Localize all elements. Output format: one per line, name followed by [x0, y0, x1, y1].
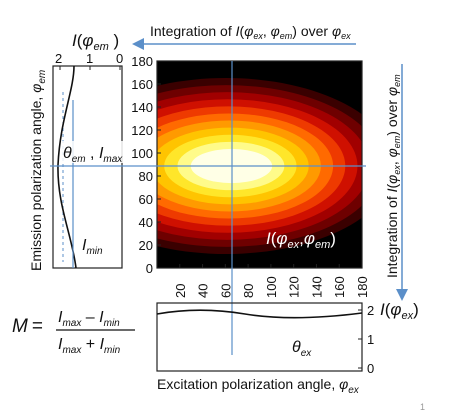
heatmap-y-tick-label: 0	[146, 261, 153, 276]
left-tick-2: 2	[55, 51, 62, 66]
heatmap-x-tick-label: 160	[332, 276, 347, 298]
heatmap-y-tick-label: 180	[131, 54, 153, 69]
heatmap-x-tick-label: 140	[309, 276, 324, 298]
heatmap-y-tick-label: 140	[131, 100, 153, 115]
heatmap-y-ticks: 180 160 140 120 100 80 60 40 20 0	[131, 54, 161, 276]
heatmap-y-tick-label: 40	[139, 215, 153, 230]
imin-label: Imin	[82, 237, 103, 257]
formula-denominator: Imax + Imin	[58, 336, 121, 356]
heatmap-x-tick-label: 60	[218, 284, 233, 298]
right-integration-label: Integration of I(φex, φem) over φem	[384, 74, 402, 278]
heatmap-y-tick-label: 160	[131, 77, 153, 92]
heatmap-y-tick-label: 120	[131, 123, 153, 138]
bottom-tick-0: 0	[367, 361, 374, 376]
heatmap-x-tick-label: 20	[173, 284, 188, 298]
heatmap-x-tick-label: 80	[241, 284, 256, 298]
left-panel-top-ticks	[59, 66, 121, 70]
heatmap-x-tick-label: 120	[287, 276, 302, 298]
heatmap-x-tick-label: 100	[264, 276, 279, 298]
bottom-tick-2: 2	[367, 303, 374, 318]
bottom-xlabel: Excitation polarization angle, φex	[157, 376, 360, 396]
heatmap-x-tick-label: 180	[355, 276, 370, 298]
bottom-tick-1: 1	[367, 332, 374, 347]
heatmap	[157, 61, 362, 268]
left-panel-frame	[52, 65, 123, 269]
heatmap-x-tick-label: 40	[196, 284, 211, 298]
heatmap-y-tick-label: 20	[139, 238, 153, 253]
heatmap-y-tick-label: 60	[139, 192, 153, 207]
top-integration-label: Integration of I(φex, φem) over φex	[150, 23, 351, 41]
left-ylabel: Emission polarization angle, φem	[28, 70, 48, 271]
emission-profile-curve	[57, 65, 77, 269]
heatmap-x-ticks: 20 40 60 80 100 120 140 160 180	[173, 264, 370, 298]
formula-M: M =	[12, 316, 43, 337]
heatmap-frame	[156, 60, 363, 269]
theta-ex-label: θex	[292, 339, 312, 359]
page-number: 1	[420, 402, 425, 412]
excitation-profile-curve	[156, 309, 363, 319]
heatmap-intensity-label: I(φex,φem)	[266, 229, 336, 251]
bottom-panel-title: I(φex)	[380, 300, 419, 322]
heatmap-y-tick-label: 100	[131, 146, 153, 161]
heatmap-y-tick-label: 80	[139, 169, 153, 184]
left-panel-title: I(φem )	[72, 31, 119, 53]
bottom-panel-right-ticks	[358, 309, 362, 369]
left-tick-0: 0	[116, 51, 123, 66]
theta-em-imax-label: θem , Imax	[63, 145, 123, 165]
formula-numerator: Imax – Imin	[58, 309, 120, 329]
left-tick-1: 1	[86, 51, 93, 66]
bottom-panel-frame	[156, 302, 363, 372]
